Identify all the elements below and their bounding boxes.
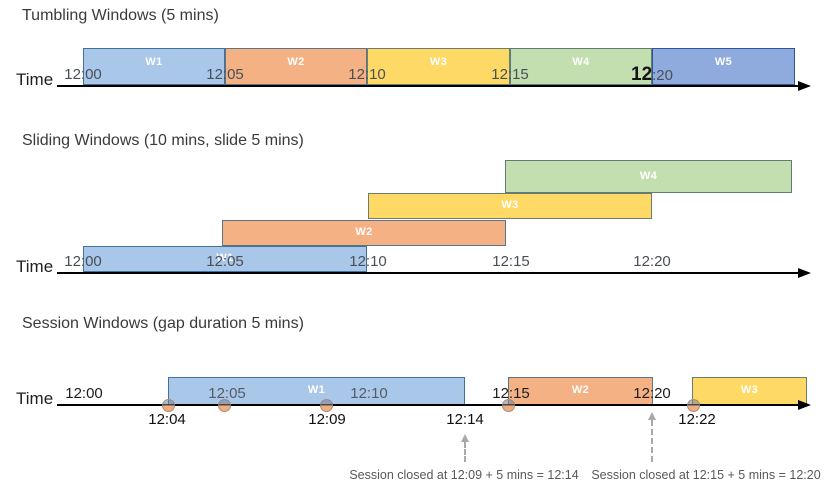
session-closed-arrowhead [648, 412, 656, 420]
window-label-w4-sliding: W4 [639, 169, 658, 182]
time-tick-1200-session: 12:00 [65, 385, 103, 402]
time-tick-1205-sliding: 12:05 [206, 253, 244, 270]
time-tick-1220-session: 12:20 [633, 385, 671, 402]
window-label-w5-tumbling: W5 [714, 56, 733, 68]
time-tick-1220-sliding: 12:20 [633, 253, 671, 270]
window-label-w1-session: W1 [307, 384, 326, 396]
time-tick-1215-session: 12:15 [492, 385, 530, 402]
tumbling-section-title: Tumbling Windows (5 mins) [22, 7, 219, 24]
window-label-w3-tumbling: W3 [429, 56, 448, 68]
time-tick-1205-session: 12:05 [208, 385, 246, 402]
time-tick-1215-tumbling: 12:15 [491, 66, 529, 83]
time-axis-caption-tumbling: Time [16, 70, 54, 89]
session-closed-arrow-line [651, 420, 653, 462]
window-bar-w5-tumbling [652, 48, 795, 85]
time-axis-caption-sliding: Time [16, 257, 54, 276]
window-bar-w3-sliding [368, 193, 652, 219]
time-axis-session [57, 404, 798, 406]
time-axis-sliding [57, 272, 798, 274]
time-tick-1200-tumbling: 12:00 [64, 66, 102, 83]
time-tick-1220-tumbling: 12:20 [631, 64, 673, 85]
window-bar-w4-sliding [505, 160, 792, 193]
window-bar-w4-tumbling [510, 48, 652, 85]
event-dot [687, 399, 700, 412]
event-time-label-1204: 12:04 [148, 411, 186, 428]
time-tick-1215-sliding: 12:15 [492, 253, 530, 270]
window-label-w3-session: W3 [740, 384, 759, 396]
time-tick-1200-sliding: 12:00 [64, 253, 102, 270]
time-tick-1210-tumbling: 12:10 [348, 66, 386, 83]
window-bar-w2-tumbling [225, 48, 367, 85]
session-closed-arrow-line [464, 442, 466, 462]
tick-hour-emphasis: 12 [631, 64, 653, 85]
window-label-w3-sliding: W3 [501, 199, 519, 211]
time-axis-caption-session: Time [16, 389, 54, 408]
time-tick-1205-tumbling: 12:05 [206, 66, 244, 83]
sliding-section-title: Sliding Windows (10 mins, slide 5 mins) [22, 132, 304, 149]
session-closed-arrowhead [461, 434, 469, 442]
event-time-label-1209: 12:09 [308, 411, 346, 428]
window-bar-w1-tumbling [83, 48, 225, 85]
window-label-w2-session: W2 [571, 384, 590, 396]
time-axis-tumbling [57, 85, 798, 87]
session-closed-annotation-1: Session closed at 12:09 + 5 mins = 12:14 [349, 468, 579, 482]
window-label-w2-sliding: W2 [355, 226, 373, 238]
session-section-title: Session Windows (gap duration 5 mins) [22, 315, 304, 332]
event-dot [320, 399, 333, 412]
window-bar-w2-sliding [222, 220, 506, 246]
event-dot [162, 399, 175, 412]
time-axis-arrowhead-tumbling [798, 81, 811, 91]
session-closed-annotation-2: Session closed at 12:15 + 5 mins = 12:20 [591, 468, 821, 482]
time-axis-arrowhead-session [798, 400, 811, 410]
window-bar-w1-sliding [83, 246, 367, 272]
window-bar-w3-session [692, 377, 807, 405]
event-dot [218, 399, 231, 412]
window-bar-w3-tumbling [367, 48, 510, 85]
event-time-label-1222: 12:22 [678, 411, 716, 428]
window-label-w4-tumbling: W4 [572, 56, 590, 68]
time-tick-1210-session: 12:10 [350, 385, 388, 402]
window-label-w1-tumbling: W1 [145, 56, 163, 68]
window-label-w1-sliding: W1 [216, 252, 234, 264]
event-dot [502, 399, 515, 412]
event-time-label-1214: 12:14 [446, 411, 484, 428]
time-axis-arrowhead-sliding [798, 268, 811, 278]
window-label-w2-tumbling: W2 [287, 56, 305, 68]
time-tick-1210-sliding: 12:10 [349, 253, 387, 270]
